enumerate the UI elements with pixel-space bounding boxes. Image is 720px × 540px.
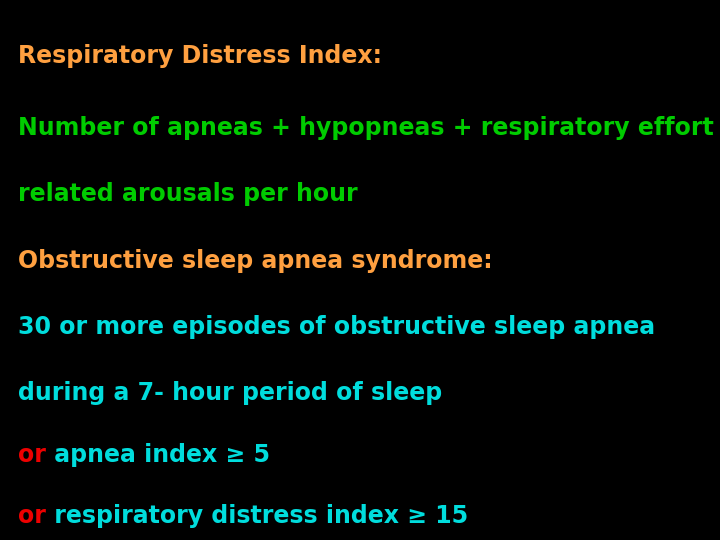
Text: during a 7- hour period of sleep: during a 7- hour period of sleep xyxy=(18,381,442,405)
Text: respiratory distress index ≥ 15: respiratory distress index ≥ 15 xyxy=(46,504,468,528)
Text: Respiratory Distress Index:: Respiratory Distress Index: xyxy=(18,44,382,68)
Text: related arousals per hour: related arousals per hour xyxy=(18,183,358,206)
Text: or: or xyxy=(18,504,46,528)
Text: Obstructive sleep apnea syndrome:: Obstructive sleep apnea syndrome: xyxy=(18,249,492,273)
Text: Number of apneas + hypopneas + respiratory effort: Number of apneas + hypopneas + respirato… xyxy=(18,117,714,140)
Text: or: or xyxy=(18,443,46,467)
Text: apnea index ≥ 5: apnea index ≥ 5 xyxy=(46,443,270,467)
Text: 30 or more episodes of obstructive sleep apnea: 30 or more episodes of obstructive sleep… xyxy=(18,315,655,339)
